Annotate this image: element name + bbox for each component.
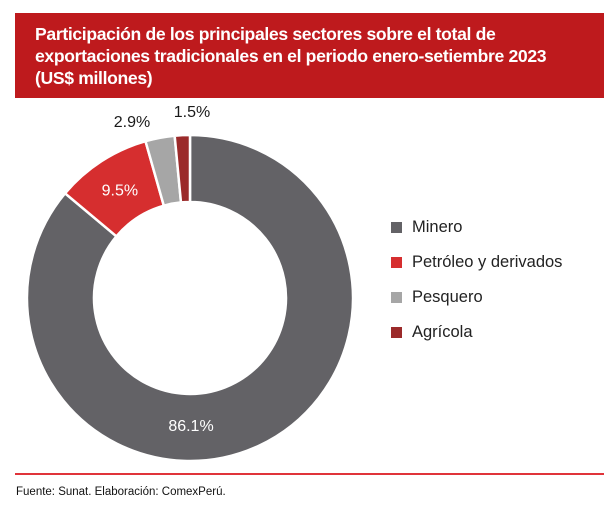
legend-label-agricola: Agrícola bbox=[412, 323, 473, 341]
data-label-pesquero: 2.9% bbox=[114, 114, 150, 131]
legend-swatch-minero bbox=[391, 222, 402, 233]
slice-minero bbox=[25, 133, 355, 463]
slice-agricola bbox=[173, 133, 192, 204]
chart-title: Participación de los principales sectore… bbox=[35, 23, 604, 89]
donut-slices bbox=[25, 133, 355, 463]
chart-title-line-2: exportaciones tradicionales en el period… bbox=[35, 46, 547, 66]
legend-label-petroleo: Petróleo y derivados bbox=[412, 253, 563, 271]
data-label-petroleo: 9.5% bbox=[102, 183, 138, 200]
source-note: Fuente: Sunat. Elaboración: ComexPerú. bbox=[16, 486, 226, 498]
data-label-minero: 86.1% bbox=[168, 418, 213, 435]
legend-swatch-agricola bbox=[391, 327, 402, 338]
legend-label-pesquero: Pesquero bbox=[412, 288, 483, 306]
title-banner: Participación de los principales sectore… bbox=[15, 13, 604, 98]
data-label-agricola: 1.5% bbox=[174, 104, 210, 121]
chart-title-line-1: Participación de los principales sectore… bbox=[35, 24, 496, 44]
legend-label-minero: Minero bbox=[412, 218, 463, 236]
footer-divider bbox=[15, 473, 604, 475]
legend-swatch-pesquero bbox=[391, 292, 402, 303]
legend-swatch-petroleo bbox=[391, 257, 402, 268]
data-labels: 86.1% 9.5% 2.9% 1.5% bbox=[102, 104, 214, 435]
chart-title-line-3: (US$ millones) bbox=[35, 68, 153, 88]
